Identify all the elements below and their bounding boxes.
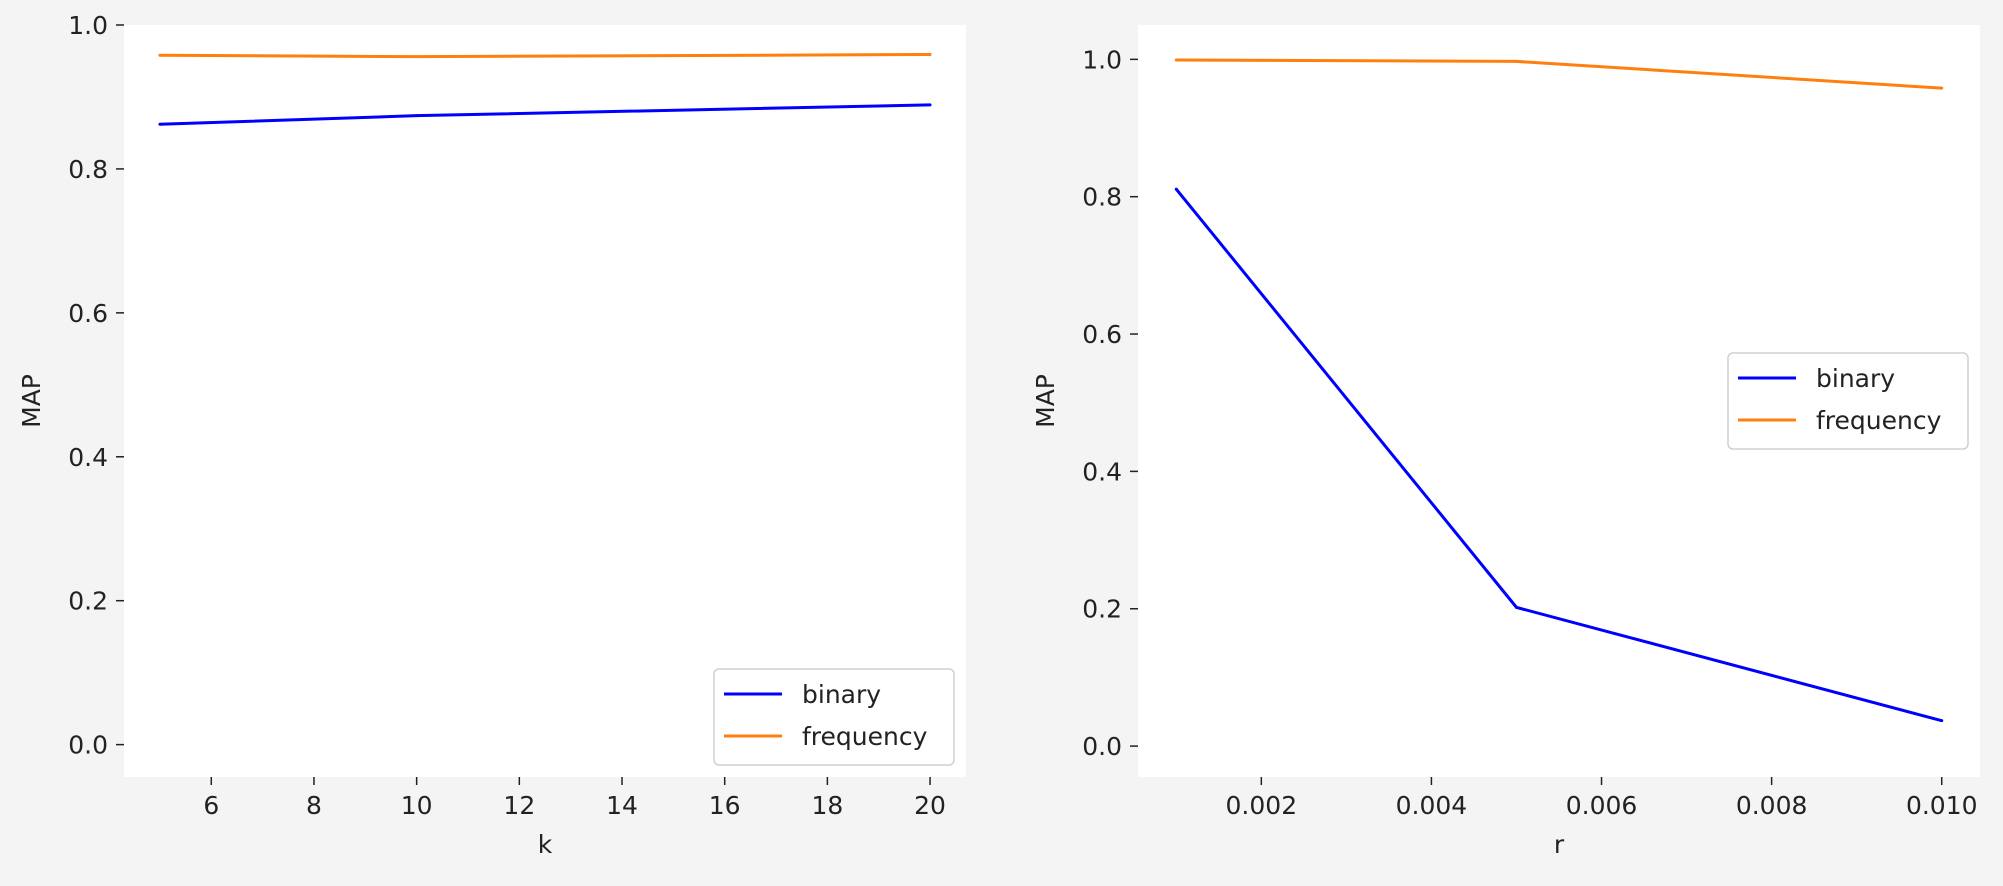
series-line-frequency <box>159 53 931 59</box>
y-tick-label: 0.4 <box>1082 457 1122 486</box>
data-point-frequency <box>928 53 932 57</box>
chart-map-vs-k: 6 8 10 12 14 16 18 20 0.0 0.2 0.4 0.6 0.8 1.0 k MAP bina… <box>17 11 966 859</box>
x-tick-label: 0.008 <box>1736 791 1808 820</box>
x-tick-label: 0.010 <box>1906 791 1978 820</box>
data-point-binary <box>1940 719 1944 723</box>
data-point-frequency <box>415 55 419 59</box>
plot-area <box>124 25 966 777</box>
legend-label-frequency: frequency <box>802 722 928 751</box>
x-tick-label: 0.002 <box>1226 791 1298 820</box>
x-tick-label: 6 <box>203 791 219 820</box>
legend: binary frequency <box>713 668 955 766</box>
data-point-frequency <box>158 53 162 57</box>
y-tick-label: 1.0 <box>68 11 108 40</box>
x-tick-label: 0.004 <box>1396 791 1468 820</box>
data-point-binary <box>928 103 932 107</box>
x-tick-label: 12 <box>503 791 535 820</box>
y-tick-label: 0.8 <box>68 155 108 184</box>
legend-label-frequency: frequency <box>1816 406 1942 435</box>
x-tick-label: 14 <box>606 791 638 820</box>
data-point-binary <box>1514 605 1518 609</box>
x-tick-label: 18 <box>811 791 843 820</box>
x-axis-label: k <box>538 830 553 859</box>
legend: binary frequency <box>1727 352 1969 450</box>
x-tick-label: 8 <box>306 791 322 820</box>
y-tick-label: 0.2 <box>68 587 108 616</box>
data-point-frequency <box>1940 86 1944 90</box>
legend-label-binary: binary <box>1816 364 1895 393</box>
y-axis-label: MAP <box>1031 374 1060 428</box>
y-axis-label: MAP <box>17 374 46 428</box>
y-tick-label: 0.0 <box>68 731 108 760</box>
y-tick-label: 0.6 <box>1082 320 1122 349</box>
data-point-binary <box>415 114 419 118</box>
data-point-frequency <box>1174 58 1178 62</box>
x-tick-label: 20 <box>914 791 946 820</box>
data-point-binary <box>1174 187 1178 191</box>
chart-map-vs-r: 0.002 0.004 0.006 0.008 0.010 0.0 0.2 0.4 0.6 0.8… <box>1031 25 1980 859</box>
y-tick-label: 0.2 <box>1082 595 1122 624</box>
data-point-frequency <box>1514 59 1518 63</box>
y-tick-label: 0.4 <box>68 443 108 472</box>
y-tick-label: 0.8 <box>1082 183 1122 212</box>
y-tick-label: 0.6 <box>68 299 108 328</box>
y-tick-label: 1.0 <box>1082 45 1122 74</box>
data-point-binary <box>158 122 162 126</box>
x-tick-label: 10 <box>401 791 433 820</box>
legend-label-binary: binary <box>802 680 881 709</box>
x-tick-label: 16 <box>709 791 741 820</box>
y-tick-label: 0.0 <box>1082 732 1122 761</box>
x-axis-label: r <box>1554 830 1565 859</box>
x-tick-label: 0.006 <box>1566 791 1638 820</box>
